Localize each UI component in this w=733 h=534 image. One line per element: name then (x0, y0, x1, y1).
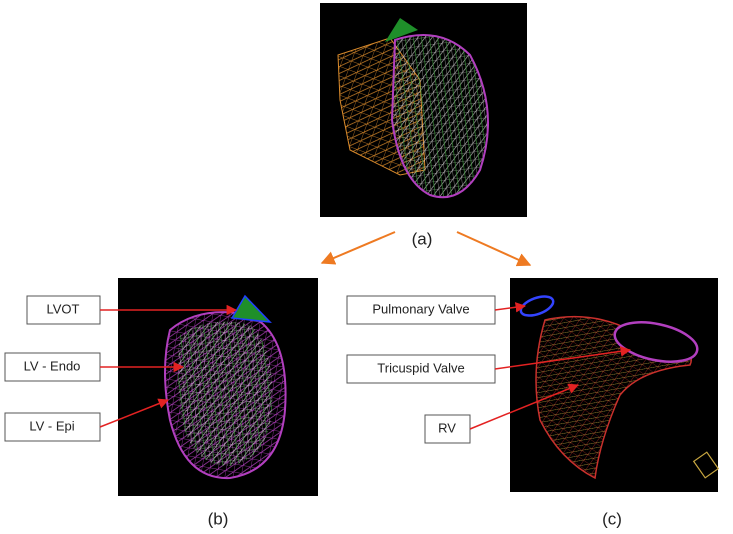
lv-endo-mesh (178, 322, 272, 466)
panel-c: (c) (510, 278, 718, 528)
annotation: Pulmonary Valve (347, 296, 525, 324)
label-text: Pulmonary Valve (372, 301, 469, 316)
label-text: LVOT (47, 301, 80, 316)
flow-arrow (322, 232, 395, 263)
label-text: LV - Epi (29, 418, 74, 433)
label-text: Tricuspid Valve (377, 360, 464, 375)
flow-arrow (457, 232, 530, 265)
figure: (a) (b) LVOT LV - Endo LV - Epi (c) Pulm… (0, 0, 733, 534)
panel-a: (a) (320, 3, 527, 248)
panel-b: (b) (118, 278, 318, 528)
label-text: RV (438, 420, 456, 435)
panel-caption: (a) (412, 229, 433, 248)
label-text: LV - Endo (24, 358, 81, 373)
panel-caption: (c) (602, 509, 622, 528)
panel-caption: (b) (208, 509, 229, 528)
